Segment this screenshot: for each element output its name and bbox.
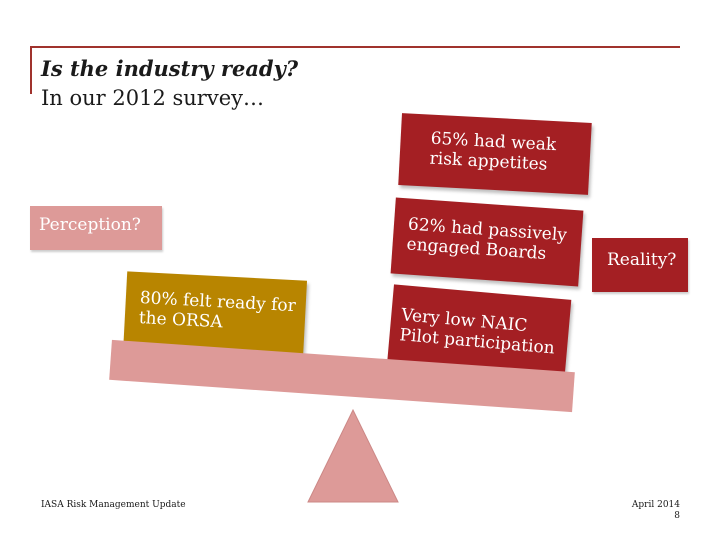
page-title: Is the industry ready? xyxy=(41,56,299,81)
page-subtitle: In our 2012 survey… xyxy=(41,86,264,110)
weak-risk-appetite-box: 65% had weak risk appetites xyxy=(398,113,592,195)
passive-boards-box: 62% had passively engaged Boards xyxy=(390,197,584,287)
reality-label: Reality? xyxy=(592,238,688,292)
perception-label: Perception? xyxy=(30,206,162,250)
footer-date: April 2014 xyxy=(631,500,680,510)
header-side-rule xyxy=(30,46,32,94)
reality-text: Reality? xyxy=(607,250,677,270)
footer-date-page: April 2014 8 xyxy=(632,500,680,522)
perception-text: Perception? xyxy=(39,215,141,235)
header-rule xyxy=(30,46,680,48)
page-number: 8 xyxy=(674,511,680,521)
footer-label: IASA Risk Management Update xyxy=(41,500,186,510)
seesaw-fulcrum-triangle xyxy=(307,408,399,503)
